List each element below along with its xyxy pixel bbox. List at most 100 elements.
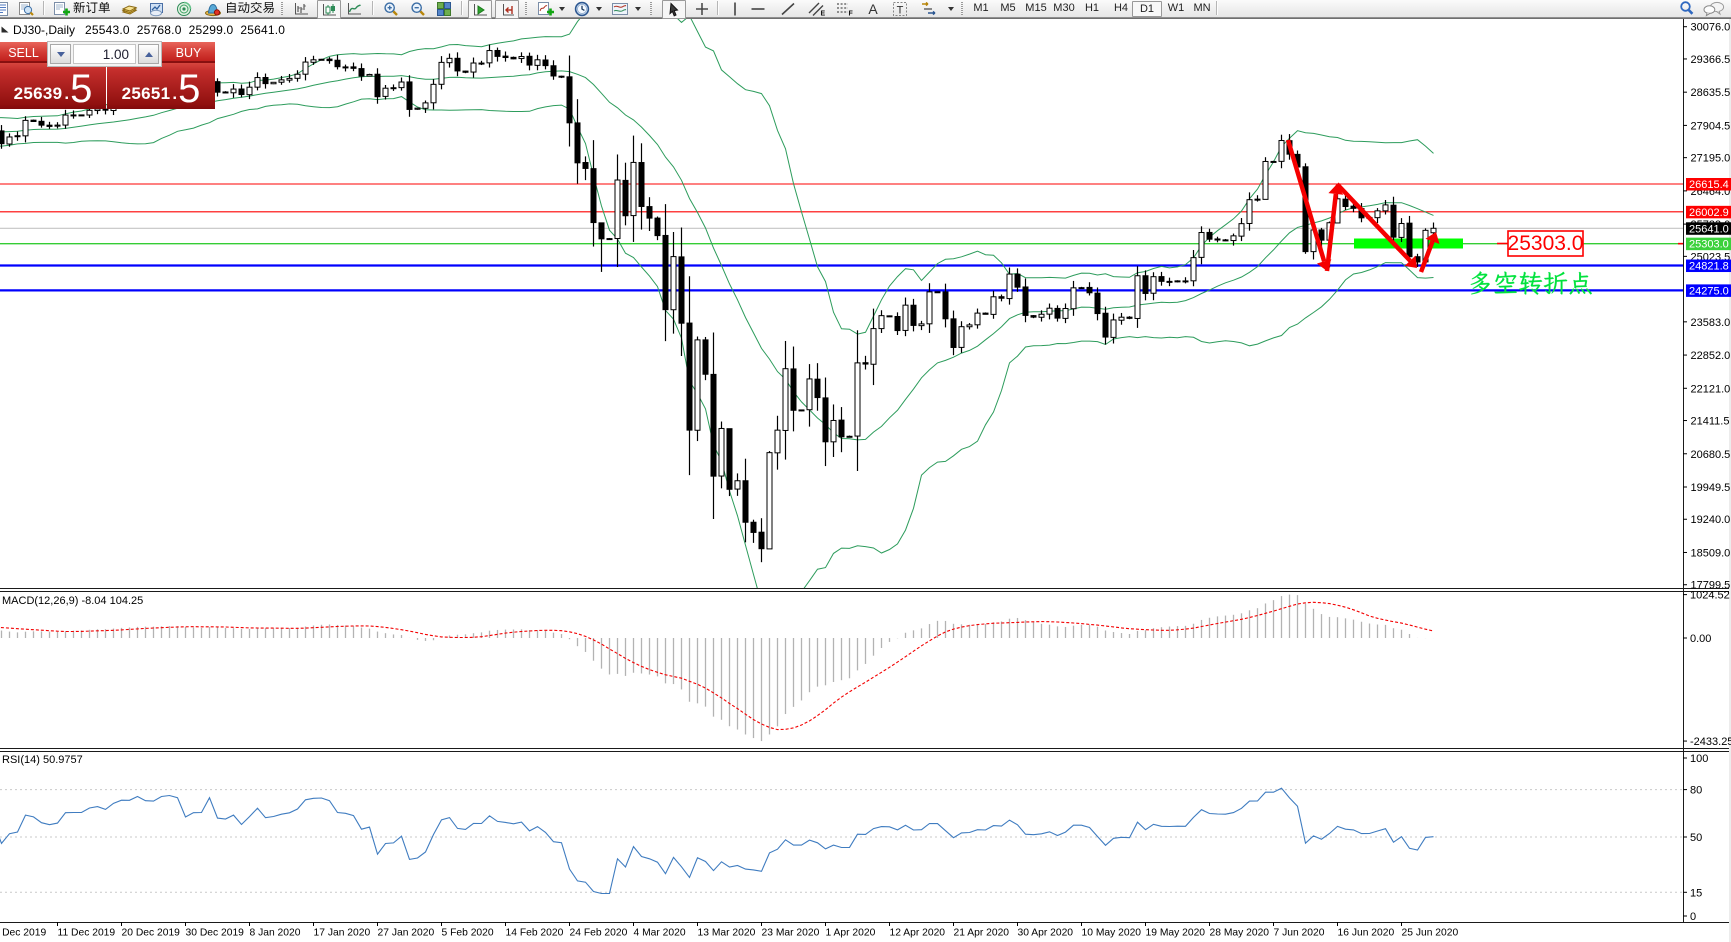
indicators-button[interactable]	[534, 0, 556, 17]
templates-button[interactable]	[608, 0, 632, 17]
new-chart-button[interactable]	[0, 0, 11, 17]
expert-advisors-button[interactable]	[202, 0, 224, 17]
autotrading-label[interactable]	[224, 0, 276, 17]
new-order-label[interactable]	[72, 0, 112, 17]
line-chart-icon	[348, 2, 361, 14]
ohlc-values: 25543.0 25768.0 25299.0 25641.0	[85, 23, 292, 37]
price-label-22121.0: 22121.0	[1691, 383, 1731, 395]
periods-dropdown-caret[interactable]	[594, 0, 604, 17]
candle-bull	[422, 102, 429, 109]
timeframe-D1[interactable]: D1	[1132, 1, 1162, 17]
candle-bear	[1142, 275, 1149, 294]
buy-button[interactable]: BUY	[162, 42, 215, 63]
indicators-dropdown-caret[interactable]	[557, 0, 567, 17]
price-flag-text: 25303.0	[1508, 232, 1584, 255]
zoom-out-icon	[411, 1, 425, 16]
crosshair-button[interactable]	[691, 0, 712, 17]
timeframe-W1[interactable]: W1	[1167, 2, 1185, 14]
volume-decrease-button[interactable]	[50, 44, 71, 64]
toolbar-separator	[650, 2, 652, 15]
candle-bull	[606, 238, 613, 241]
zoom-out-button[interactable]	[408, 0, 428, 17]
candle-bear	[646, 206, 653, 219]
vertical-line-button[interactable]	[726, 0, 744, 17]
candlestick-chart-button[interactable]	[317, 0, 341, 19]
candle-bear	[1022, 286, 1029, 316]
chart-shift-button[interactable]	[495, 0, 519, 19]
bar-chart-button[interactable]	[291, 0, 312, 17]
chart-title: DJ30-,Daily	[13, 22, 76, 37]
arrows-dropdown-caret[interactable]	[946, 0, 956, 17]
price-badge-text: 26615.4	[1689, 179, 1729, 191]
text-label-button[interactable]: T	[890, 0, 910, 17]
candle-bull	[22, 119, 29, 137]
chart-window-button[interactable]	[146, 0, 166, 17]
date-label: 27 Jan 2020	[378, 928, 435, 939]
periods-button[interactable]	[572, 0, 592, 17]
price-badge-text: 25303.0	[1689, 239, 1729, 251]
candle-bear	[1214, 238, 1221, 241]
print-preview-button[interactable]	[16, 0, 36, 17]
candle-bear	[582, 162, 589, 169]
date-axis[interactable]: 2 Dec 2019 11 Dec 2019 20 Dec 2019 30 Dec 2…	[0, 922, 1458, 939]
candle-bull	[782, 368, 789, 431]
arrows-button[interactable]	[918, 0, 940, 17]
candle-bull	[366, 73, 373, 77]
price-label-22852.0: 22852.0	[1691, 350, 1731, 362]
sell-price-button[interactable]: 25639. 5	[0, 63, 106, 109]
candle-bear	[814, 378, 821, 399]
date-label: 8 Jan 2020	[250, 928, 301, 939]
buy-price-button[interactable]: 25651. 5	[107, 63, 215, 109]
search-button[interactable]	[1676, 0, 1696, 17]
timeframe-MN[interactable]: MN	[1193, 2, 1211, 14]
text-button[interactable]: A	[864, 0, 882, 17]
price-flag-25303[interactable]	[1507, 230, 1584, 257]
price-axis[interactable]: 30076.029366.528635.527904.527195.026464…	[1683, 22, 1731, 923]
zoom-in-button[interactable]	[381, 0, 401, 17]
sell-button[interactable]: SELL	[0, 42, 47, 63]
timeframe-H4[interactable]: H4	[1113, 2, 1129, 14]
rsi-label: RSI(14) 50.9757	[2, 754, 83, 766]
line-chart-button[interactable]	[344, 0, 365, 17]
auto-scroll-button[interactable]	[468, 0, 492, 19]
candle-bull	[14, 135, 21, 138]
timeframe-H1[interactable]: H1	[1084, 2, 1100, 14]
trend-arrows[interactable]	[1285, 139, 1440, 273]
fibonacci-button[interactable]: F	[834, 0, 856, 17]
candle-bear	[238, 88, 245, 96]
templates-dropdown-caret[interactable]	[633, 0, 643, 17]
candle-bull	[310, 59, 317, 63]
annotation-note[interactable]	[1470, 271, 1592, 295]
equidistant-channel-button[interactable]: E	[806, 0, 828, 17]
candle-bull	[382, 87, 389, 97]
timeframe-M15[interactable]: M15	[1025, 2, 1047, 14]
candle-bull	[6, 136, 13, 145]
timeframe-M30[interactable]: M30	[1053, 2, 1075, 14]
trendline-button[interactable]	[778, 0, 798, 17]
candle-bull	[958, 326, 965, 348]
candle-bear	[558, 75, 565, 78]
timeframe-M5[interactable]: M5	[1000, 2, 1016, 14]
date-label: 13 Mar 2020	[698, 928, 756, 939]
date-label: 4 Mar 2020	[634, 928, 686, 939]
candle-bear	[590, 168, 597, 224]
horizontal-line-button[interactable]	[748, 0, 768, 17]
candle-bull	[1430, 227, 1437, 234]
timeframe-M1[interactable]: M1	[973, 2, 989, 14]
history-center-button[interactable]	[119, 0, 139, 17]
rsi-axis-50: 50	[1690, 832, 1702, 844]
new-order-button[interactable]	[50, 0, 72, 17]
candle-bull	[1238, 223, 1245, 237]
candle-bull	[878, 315, 885, 330]
one-click-trading-toggle-icon[interactable]	[1, 26, 9, 33]
tile-windows-button[interactable]	[434, 0, 454, 17]
volume-increase-button[interactable]	[138, 44, 159, 64]
date-label: 23 Mar 2020	[762, 928, 820, 939]
price-badge-text: 25641.0	[1689, 223, 1729, 235]
chat-button[interactable]	[1702, 0, 1726, 17]
text-icon: A	[868, 1, 878, 17]
signals-button[interactable]	[174, 0, 194, 17]
volume-input[interactable]: 1.00	[73, 44, 136, 64]
cursor-button[interactable]	[662, 0, 686, 19]
